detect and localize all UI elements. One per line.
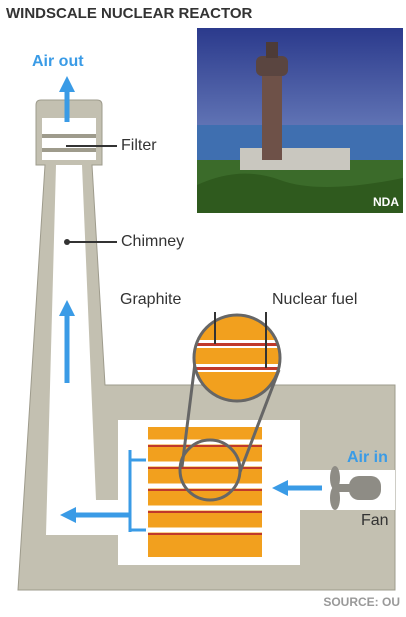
photo-credit: NDA [373,195,399,209]
diagram: WINDSCALE NUCLEAR REACTOR NDA [0,0,406,612]
filter-band [42,148,96,152]
filter-box [42,118,96,160]
core [148,427,262,557]
photo: NDA [197,28,403,213]
label-filter: Filter [121,137,157,154]
label-chimney: Chimney [121,233,184,250]
label-nuclear-fuel: Nuclear fuel [272,291,357,308]
page: WINDSCALE NUCLEAR REACTOR NDA [0,0,406,612]
chimney-dot [64,239,70,245]
label-graphite: Graphite [120,291,181,308]
label-air-out: Air out [32,53,84,70]
label-air-in: Air in [347,449,388,466]
source: SOURCE: OU [323,595,400,609]
title: WINDSCALE NUCLEAR REACTOR [6,5,253,22]
filter-band [42,134,96,138]
label-fan: Fan [361,512,389,529]
